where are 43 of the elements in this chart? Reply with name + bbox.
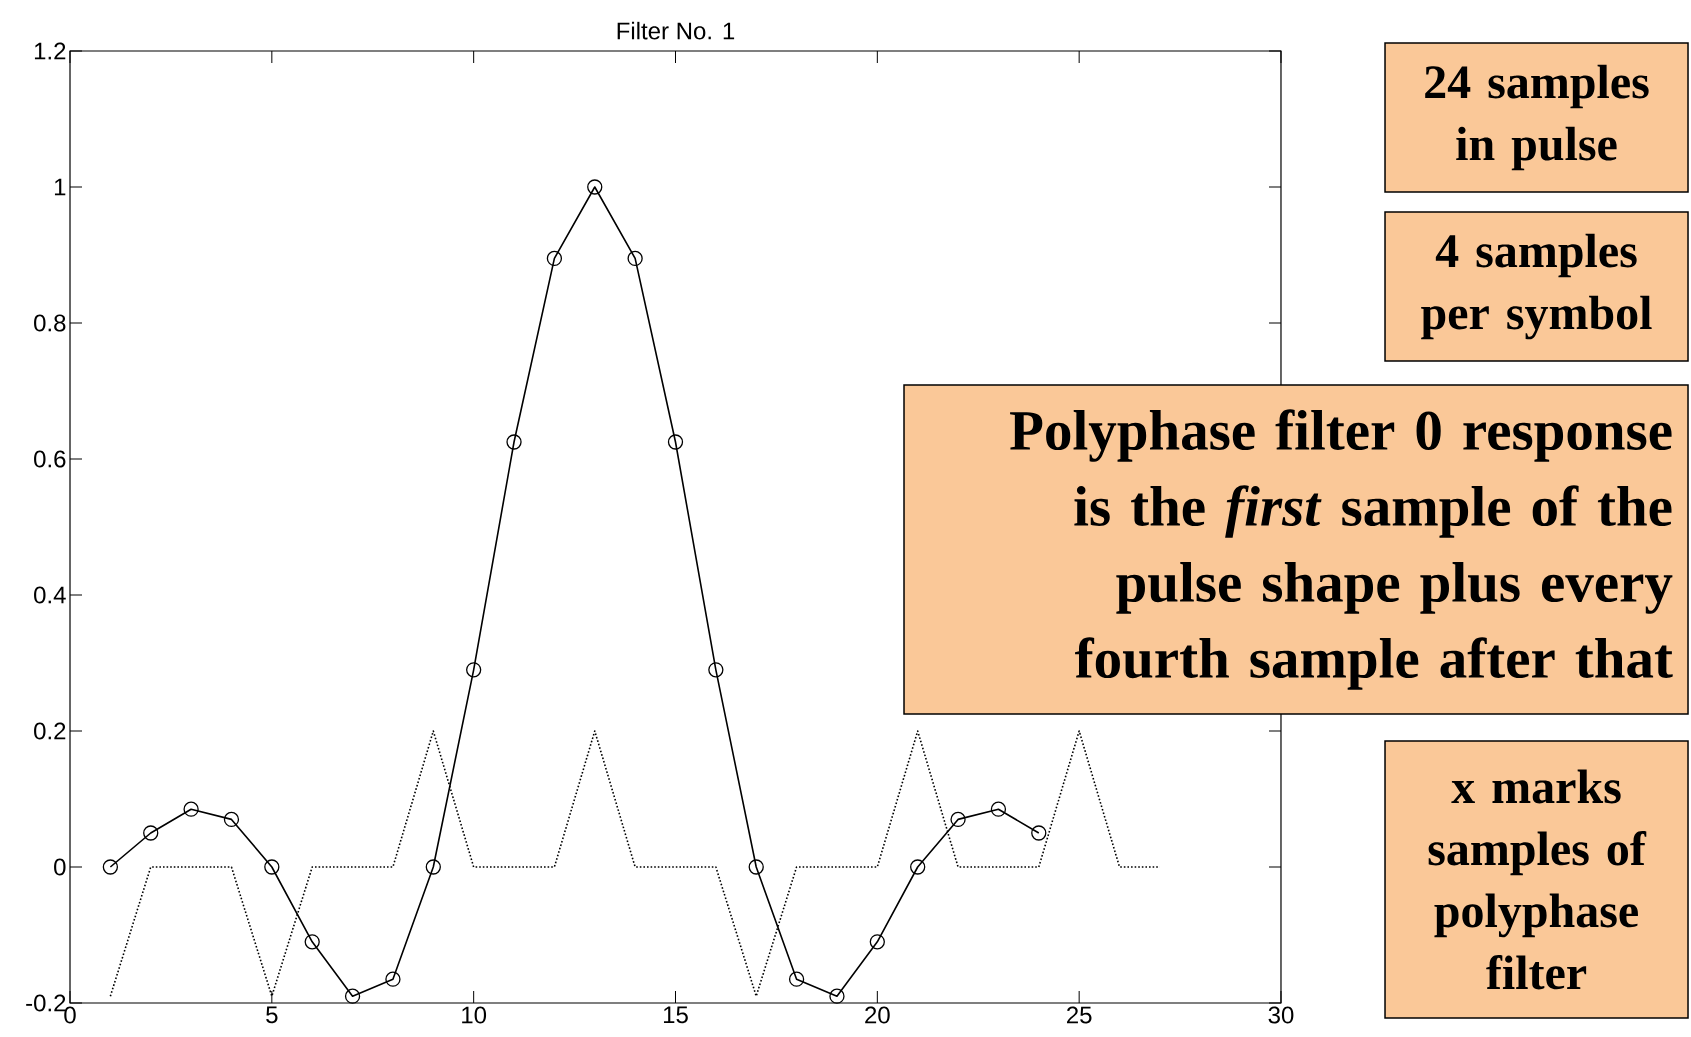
x-tick-label: 25 <box>1067 1006 1092 1024</box>
y-tick-label: -0.2 <box>26 994 66 1012</box>
y-tick-label: 0.4 <box>34 586 66 604</box>
annotation: Polyphase filter 0 response is the first sample of the pulse shape plus every fourth sample after that <box>1010 409 1673 690</box>
point <box>910 859 926 875</box>
point <box>506 434 522 450</box>
point <box>466 662 482 678</box>
x-tick-label: 30 <box>1268 1006 1294 1024</box>
y-tick-label: 0.6 <box>34 450 66 468</box>
y-tick-label: 1 <box>54 178 66 196</box>
x-tick-label: 10 <box>462 1006 487 1024</box>
text: x marks samples of polyphase filter <box>1428 769 1647 990</box>
point <box>788 971 805 987</box>
text: 4 samples per symbol <box>1421 233 1652 340</box>
y-tick-label: 0 <box>54 858 66 876</box>
y-tick-label: 1.2 <box>34 42 66 60</box>
point <box>143 825 159 841</box>
point <box>344 988 361 1004</box>
point <box>264 859 280 875</box>
point <box>708 662 724 678</box>
text: 24 samples in pulse <box>1425 64 1649 171</box>
point <box>546 250 563 267</box>
point <box>304 934 320 950</box>
x-tick-label: 5 <box>266 1006 278 1024</box>
point <box>950 811 966 828</box>
point <box>223 811 240 828</box>
point <box>667 434 684 450</box>
chart-title: Filter No. 1 <box>617 21 735 40</box>
point <box>1031 825 1047 841</box>
point <box>425 859 441 875</box>
point <box>183 801 199 817</box>
point <box>587 179 603 195</box>
point <box>990 801 1007 817</box>
x-tick-label: 15 <box>663 1006 688 1024</box>
point <box>627 250 643 267</box>
y-tick-label: 0.8 <box>34 314 66 332</box>
x-tick-label: 20 <box>865 1006 890 1024</box>
point <box>385 971 401 987</box>
point <box>869 934 885 950</box>
point <box>829 988 845 1004</box>
point <box>102 859 119 875</box>
point <box>748 859 764 875</box>
y-tick-label: 0.2 <box>34 722 66 740</box>
